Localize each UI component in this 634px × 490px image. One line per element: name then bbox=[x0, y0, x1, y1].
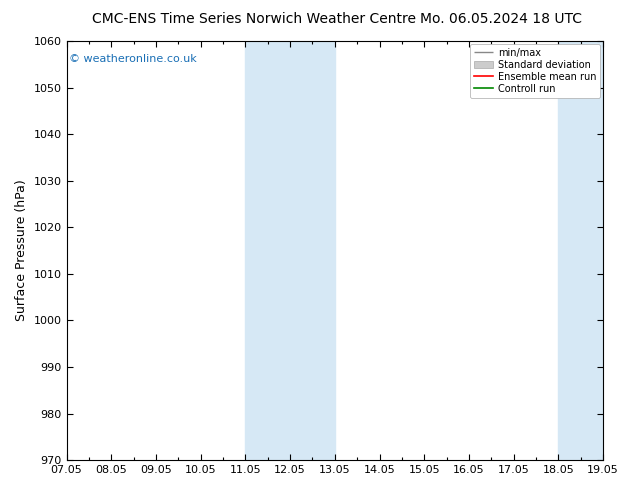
Text: CMC-ENS Time Series Norwich Weather Centre: CMC-ENS Time Series Norwich Weather Cent… bbox=[91, 12, 416, 26]
Y-axis label: Surface Pressure (hPa): Surface Pressure (hPa) bbox=[15, 180, 28, 321]
Bar bbox=[559, 41, 603, 460]
Text: Mo. 06.05.2024 18 UTC: Mo. 06.05.2024 18 UTC bbox=[420, 12, 582, 26]
Bar bbox=[245, 41, 335, 460]
Text: © weatheronline.co.uk: © weatheronline.co.uk bbox=[69, 53, 197, 64]
Legend: min/max, Standard deviation, Ensemble mean run, Controll run: min/max, Standard deviation, Ensemble me… bbox=[470, 44, 600, 98]
